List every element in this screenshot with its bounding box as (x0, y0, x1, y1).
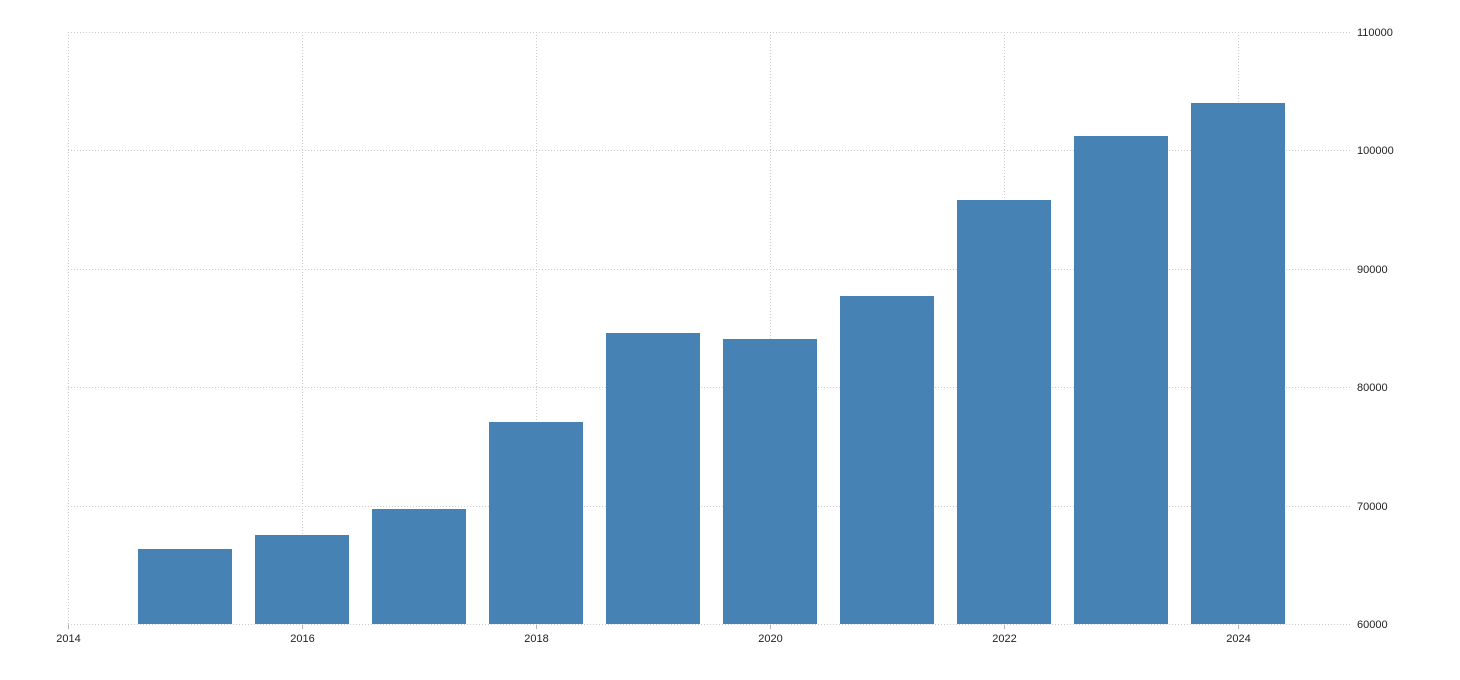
y-axis-tick-label: 80000 (1357, 382, 1388, 394)
y-axis-tick-label: 90000 (1357, 264, 1388, 276)
y-axis-tick-label: 100000 (1357, 145, 1394, 157)
x-axis-tick-label: 2016 (290, 633, 314, 645)
x-axis-tick-label: 2024 (1226, 633, 1250, 645)
bar-2018 (489, 422, 583, 624)
bar-2016 (255, 535, 349, 624)
bar-2017 (372, 509, 466, 624)
y-axis-tick-label: 60000 (1357, 619, 1388, 631)
bar-2020 (723, 339, 817, 624)
bar-2024 (1191, 103, 1285, 624)
x-axis-tick-label: 2014 (56, 633, 80, 645)
y-axis-tick-label: 70000 (1357, 501, 1388, 513)
bar-2022 (957, 200, 1051, 624)
bar-2015 (138, 549, 232, 624)
bar-2023 (1074, 136, 1168, 624)
bar-2021 (840, 296, 934, 624)
bar-2019 (606, 333, 700, 624)
y-axis-tick-label: 110000 (1357, 27, 1393, 39)
x-axis-tick-label: 2018 (524, 633, 548, 645)
x-axis-tick-label: 2022 (992, 633, 1016, 645)
x-axis-tick-label: 2020 (758, 633, 782, 645)
